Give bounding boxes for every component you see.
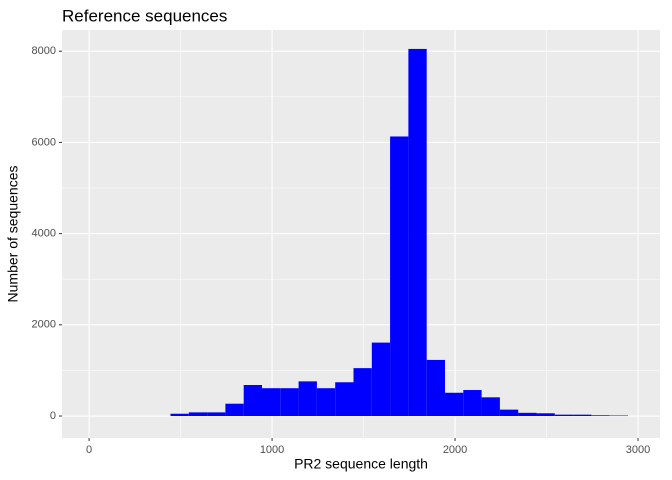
bar: [316, 388, 336, 417]
y-tick-label: 8000: [32, 45, 56, 57]
y-tick-label: 6000: [32, 136, 56, 148]
bar: [243, 385, 263, 417]
y-tick-label: 4000: [32, 228, 56, 240]
y-axis-label: Number of sequences: [5, 166, 21, 303]
bar: [554, 414, 574, 417]
bar: [170, 413, 189, 417]
bar: [426, 359, 445, 417]
x-tick-label: 0: [86, 444, 92, 456]
x-axis-label: PR2 sequence length: [294, 456, 428, 472]
bar: [371, 342, 391, 417]
x-tick-label: 1000: [260, 444, 284, 456]
bar: [207, 412, 226, 417]
chart-title: Reference sequences: [62, 6, 227, 25]
y-tick-label: 0: [50, 410, 56, 422]
bar: [390, 136, 409, 417]
bar: [225, 403, 244, 417]
x-tick-label: 3000: [626, 444, 650, 456]
bar: [335, 382, 354, 417]
y-tick-label: 2000: [32, 319, 56, 331]
bar: [518, 412, 537, 417]
bar: [463, 390, 482, 417]
bar: [481, 397, 500, 417]
bar: [499, 409, 519, 417]
bar: [408, 48, 427, 417]
bar: [353, 368, 372, 417]
bar: [573, 414, 592, 417]
bar: [444, 392, 464, 417]
bar: [280, 388, 299, 417]
bar: [298, 381, 317, 417]
bar: [536, 413, 555, 417]
bar: [591, 415, 610, 417]
bar: [262, 388, 281, 417]
x-tick-label: 2000: [443, 444, 467, 456]
bar: [188, 412, 208, 417]
